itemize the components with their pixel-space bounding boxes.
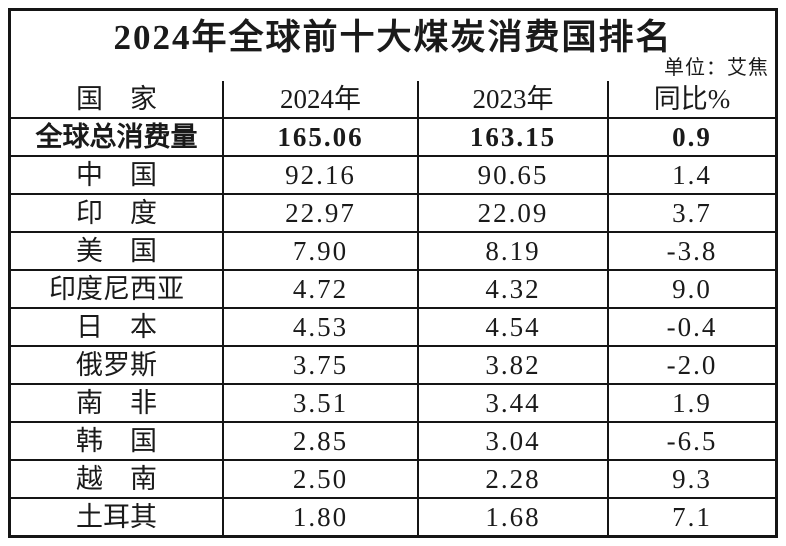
yoy-percent-cell: 1.4: [607, 155, 775, 195]
country-cell: 南 非: [11, 383, 224, 423]
value-2023-cell: 3.82: [417, 345, 609, 385]
country-cell: 印 度: [11, 193, 224, 233]
value-2023-cell: 3.04: [417, 421, 609, 461]
value-2024-cell: 165.06: [222, 117, 419, 157]
country-cell: 韩 国: [11, 421, 224, 461]
yoy-percent-cell: -0.4: [607, 307, 775, 347]
table-row: 俄罗斯 3.75 3.82 -2.0: [11, 345, 775, 385]
country-cell: 俄罗斯: [11, 345, 224, 385]
table-title-block: 2024年全球前十大煤炭消费国排名 单位：艾焦: [11, 11, 775, 81]
country-cell: 中 国: [11, 155, 224, 195]
value-2023-cell: 4.54: [417, 307, 609, 347]
value-2024-cell: 1.80: [222, 497, 419, 535]
value-2024-cell: 92.16: [222, 155, 419, 195]
value-2023-cell: 22.09: [417, 193, 609, 233]
country-cell: 日 本: [11, 307, 224, 347]
table-row: 日 本 4.53 4.54 -0.4: [11, 307, 775, 347]
table-row: 南 非 3.51 3.44 1.9: [11, 383, 775, 423]
yoy-percent-cell: 0.9: [607, 117, 775, 157]
country-cell: 美 国: [11, 231, 224, 271]
yoy-percent-cell: -6.5: [607, 421, 775, 461]
country-cell: 全球总消费量: [11, 117, 224, 157]
unit-label: 单位：艾焦: [664, 57, 769, 79]
value-2024-cell: 3.75: [222, 345, 419, 385]
col-header-2024: 2024年: [222, 81, 419, 119]
country-cell: 印度尼西亚: [11, 269, 224, 309]
value-2024-cell: 7.90: [222, 231, 419, 271]
value-2024-cell: 2.50: [222, 459, 419, 499]
table-title: 2024年全球前十大煤炭消费国排名: [113, 18, 673, 57]
table-row: 韩 国 2.85 3.04 -6.5: [11, 421, 775, 461]
table-row: 土耳其 1.80 1.68 7.1: [11, 497, 775, 535]
col-header-2023: 2023年: [417, 81, 609, 119]
yoy-percent-cell: -2.0: [607, 345, 775, 385]
value-2023-cell: 90.65: [417, 155, 609, 195]
value-2024-cell: 4.53: [222, 307, 419, 347]
value-2023-cell: 163.15: [417, 117, 609, 157]
value-2023-cell: 4.32: [417, 269, 609, 309]
table-row: 越 南 2.50 2.28 9.3: [11, 459, 775, 499]
table-row: 印度尼西亚 4.72 4.32 9.0: [11, 269, 775, 309]
col-header-country: 国 家: [11, 81, 224, 119]
yoy-percent-cell: -3.8: [607, 231, 775, 271]
table-row: 中 国 92.16 90.65 1.4: [11, 155, 775, 195]
yoy-percent-cell: 3.7: [607, 193, 775, 233]
header-row: 国 家 2024年 2023年 同比%: [11, 81, 775, 119]
table-row: 印 度 22.97 22.09 3.7: [11, 193, 775, 233]
total-row: 全球总消费量 165.06 163.15 0.9: [11, 117, 775, 157]
value-2024-cell: 22.97: [222, 193, 419, 233]
yoy-percent-cell: 9.3: [607, 459, 775, 499]
value-2023-cell: 2.28: [417, 459, 609, 499]
yoy-percent-cell: 9.0: [607, 269, 775, 309]
value-2023-cell: 3.44: [417, 383, 609, 423]
country-cell: 越 南: [11, 459, 224, 499]
data-grid: 国 家 2024年 2023年 同比% 全球总消费量 165.06 163.15 0.…: [11, 81, 775, 535]
coal-consumption-table: 2024年全球前十大煤炭消费国排名 单位：艾焦 国 家 2024年 2023年 …: [8, 8, 778, 538]
yoy-percent-cell: 7.1: [607, 497, 775, 535]
value-2024-cell: 4.72: [222, 269, 419, 309]
value-2024-cell: 2.85: [222, 421, 419, 461]
value-2024-cell: 3.51: [222, 383, 419, 423]
value-2023-cell: 1.68: [417, 497, 609, 535]
table-row: 美 国 7.90 8.19 -3.8: [11, 231, 775, 271]
yoy-percent-cell: 1.9: [607, 383, 775, 423]
country-cell: 土耳其: [11, 497, 224, 535]
col-header-yoy: 同比%: [607, 81, 775, 119]
value-2023-cell: 8.19: [417, 231, 609, 271]
